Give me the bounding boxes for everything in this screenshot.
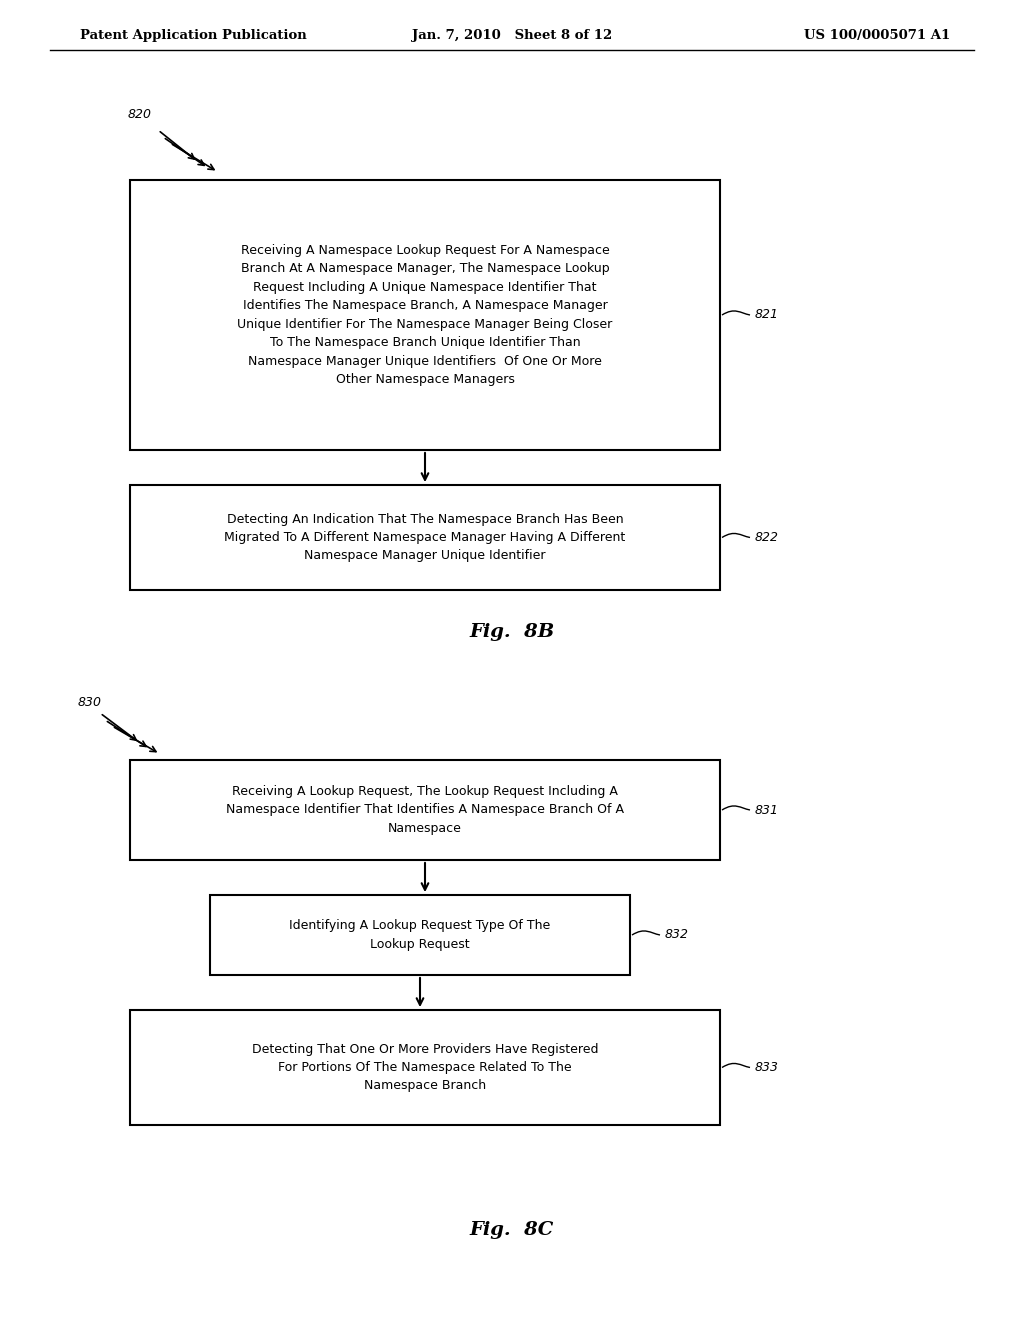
Text: Fig.  8C: Fig. 8C xyxy=(470,1221,554,1239)
Bar xyxy=(130,180,720,450)
Text: Identifying A Lookup Request Type Of The
Lookup Request: Identifying A Lookup Request Type Of The… xyxy=(290,919,551,950)
Text: 830: 830 xyxy=(78,697,102,710)
Text: 833: 833 xyxy=(755,1061,779,1074)
Text: 831: 831 xyxy=(755,804,779,817)
Text: Receiving A Namespace Lookup Request For A Namespace
Branch At A Namespace Manag: Receiving A Namespace Lookup Request For… xyxy=(238,244,612,387)
Text: Detecting That One Or More Providers Have Registered
For Portions Of The Namespa: Detecting That One Or More Providers Hav… xyxy=(252,1043,598,1093)
Text: Detecting An Indication That The Namespace Branch Has Been
Migrated To A Differe: Detecting An Indication That The Namespa… xyxy=(224,512,626,562)
Bar xyxy=(210,895,630,975)
Bar xyxy=(130,484,720,590)
Text: 832: 832 xyxy=(665,928,689,941)
Text: 821: 821 xyxy=(755,309,779,322)
Text: Jan. 7, 2010   Sheet 8 of 12: Jan. 7, 2010 Sheet 8 of 12 xyxy=(412,29,612,41)
Text: Receiving A Lookup Request, The Lookup Request Including A
Namespace Identifier : Receiving A Lookup Request, The Lookup R… xyxy=(226,785,624,836)
Text: Patent Application Publication: Patent Application Publication xyxy=(80,29,307,41)
Bar xyxy=(130,1010,720,1125)
Text: 822: 822 xyxy=(755,531,779,544)
Text: Fig.  8B: Fig. 8B xyxy=(469,623,555,642)
Bar xyxy=(130,760,720,861)
Text: 820: 820 xyxy=(128,108,152,121)
Text: US 100/0005071 A1: US 100/0005071 A1 xyxy=(804,29,950,41)
